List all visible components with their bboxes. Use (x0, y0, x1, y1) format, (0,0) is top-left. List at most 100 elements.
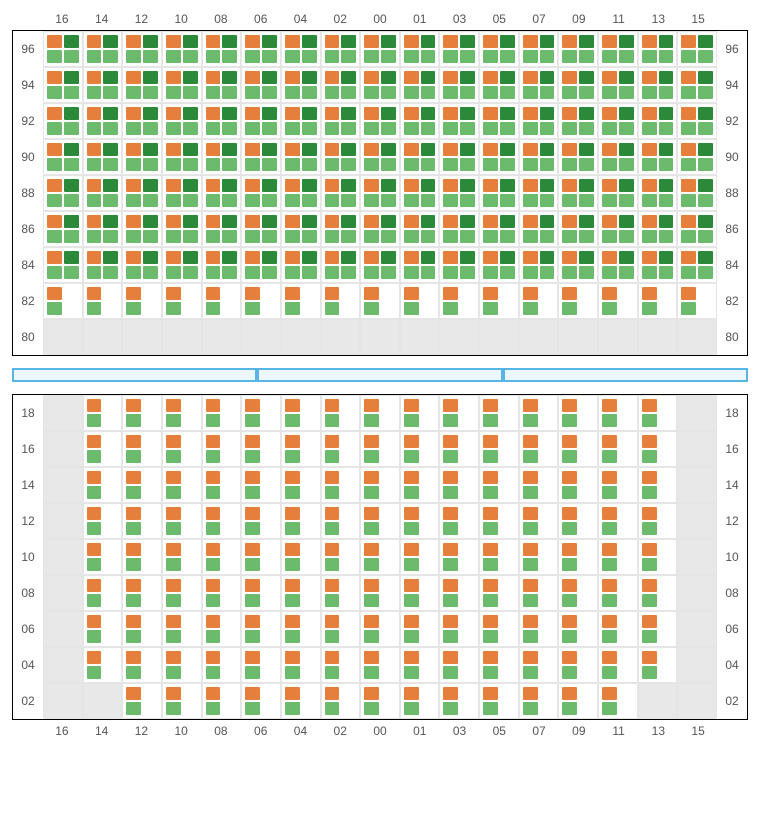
grid-cell (519, 319, 559, 355)
grid-cell (83, 103, 123, 139)
col-label: 15 (678, 724, 718, 738)
grid-cell (479, 683, 519, 719)
grid-cell (360, 431, 400, 467)
grid-cell (677, 575, 717, 611)
grid-cell (122, 319, 162, 355)
grid-cell (162, 67, 202, 103)
grid-cell (321, 503, 361, 539)
row-label: 92 (13, 103, 43, 139)
grid-cell (122, 503, 162, 539)
grid-cell (479, 647, 519, 683)
grid-cell (558, 431, 598, 467)
row-label: 18 (13, 395, 43, 431)
col-label: 10 (161, 12, 201, 26)
grid-cell (638, 575, 678, 611)
grid-cell (83, 503, 123, 539)
grid-cell (519, 539, 559, 575)
grid-cell (281, 647, 321, 683)
grid-cell (519, 139, 559, 175)
grid-cell (598, 319, 638, 355)
grid-cell (83, 467, 123, 503)
grid-cell (677, 283, 717, 319)
grid-cell (43, 247, 83, 283)
grid-cell (479, 103, 519, 139)
grid-cell (598, 683, 638, 719)
grid-cell (638, 139, 678, 175)
grid-cell (43, 503, 83, 539)
grid-cell (43, 683, 83, 719)
grid-cell (202, 395, 242, 431)
row-label: 10 (13, 539, 43, 575)
grid-cell (83, 683, 123, 719)
grid-cell (400, 395, 440, 431)
grid-cell (202, 319, 242, 355)
grid-cell (598, 503, 638, 539)
grid-cell (43, 431, 83, 467)
grid-cell (479, 67, 519, 103)
row-label: 16 (13, 431, 43, 467)
grid-cell (638, 503, 678, 539)
grid-cell (162, 431, 202, 467)
grid-cell (321, 647, 361, 683)
col-label: 03 (440, 12, 480, 26)
grid-cell (400, 467, 440, 503)
col-label: 07 (519, 724, 559, 738)
row-label: 82 (13, 283, 43, 319)
grid-cell (281, 175, 321, 211)
grid-cell (162, 31, 202, 67)
grid-cell (241, 139, 281, 175)
row-label: 88 (717, 175, 747, 211)
col-label: 12 (122, 12, 162, 26)
grid-cell (519, 211, 559, 247)
row-label: 18 (717, 395, 747, 431)
grid-cell (558, 503, 598, 539)
row-label: 90 (13, 139, 43, 175)
grid-cell (479, 319, 519, 355)
grid-cell (558, 31, 598, 67)
grid-cell (360, 539, 400, 575)
col-label: 11 (599, 12, 639, 26)
divider-segment (12, 368, 257, 382)
col-label: 09 (559, 12, 599, 26)
grid-cell (83, 283, 123, 319)
grid-cell (202, 247, 242, 283)
grid-cell (241, 539, 281, 575)
grid-cell (360, 139, 400, 175)
col-label: 06 (241, 12, 281, 26)
grid-cell (439, 103, 479, 139)
grid-cell (558, 175, 598, 211)
grid-cell (479, 139, 519, 175)
grid-cell (202, 611, 242, 647)
row-label: 04 (13, 647, 43, 683)
grid-cell (598, 67, 638, 103)
grid-cell (202, 539, 242, 575)
bottom-column-labels: 1614121008060402000103050709111315 (12, 724, 748, 738)
grid-cell (638, 683, 678, 719)
grid-cell (281, 103, 321, 139)
grid-cell (43, 103, 83, 139)
grid-cell (122, 683, 162, 719)
grid-cell (321, 175, 361, 211)
grid-cell (558, 283, 598, 319)
grid-cell (519, 647, 559, 683)
grid-cell (439, 503, 479, 539)
col-label: 12 (122, 724, 162, 738)
grid-cell (479, 431, 519, 467)
grid-cell (558, 647, 598, 683)
grid-cell (479, 395, 519, 431)
grid-cell (439, 283, 479, 319)
grid-cell (638, 103, 678, 139)
grid-cell (83, 211, 123, 247)
grid-cell (122, 247, 162, 283)
col-label: 03 (440, 724, 480, 738)
grid-cell (598, 647, 638, 683)
grid-cell (479, 283, 519, 319)
grid-cell (360, 467, 400, 503)
col-label: 06 (241, 724, 281, 738)
grid-cell (162, 539, 202, 575)
grid-cell (400, 503, 440, 539)
grid-cell (241, 283, 281, 319)
grid-cell (281, 283, 321, 319)
grid-cell (360, 319, 400, 355)
grid-cell (281, 319, 321, 355)
